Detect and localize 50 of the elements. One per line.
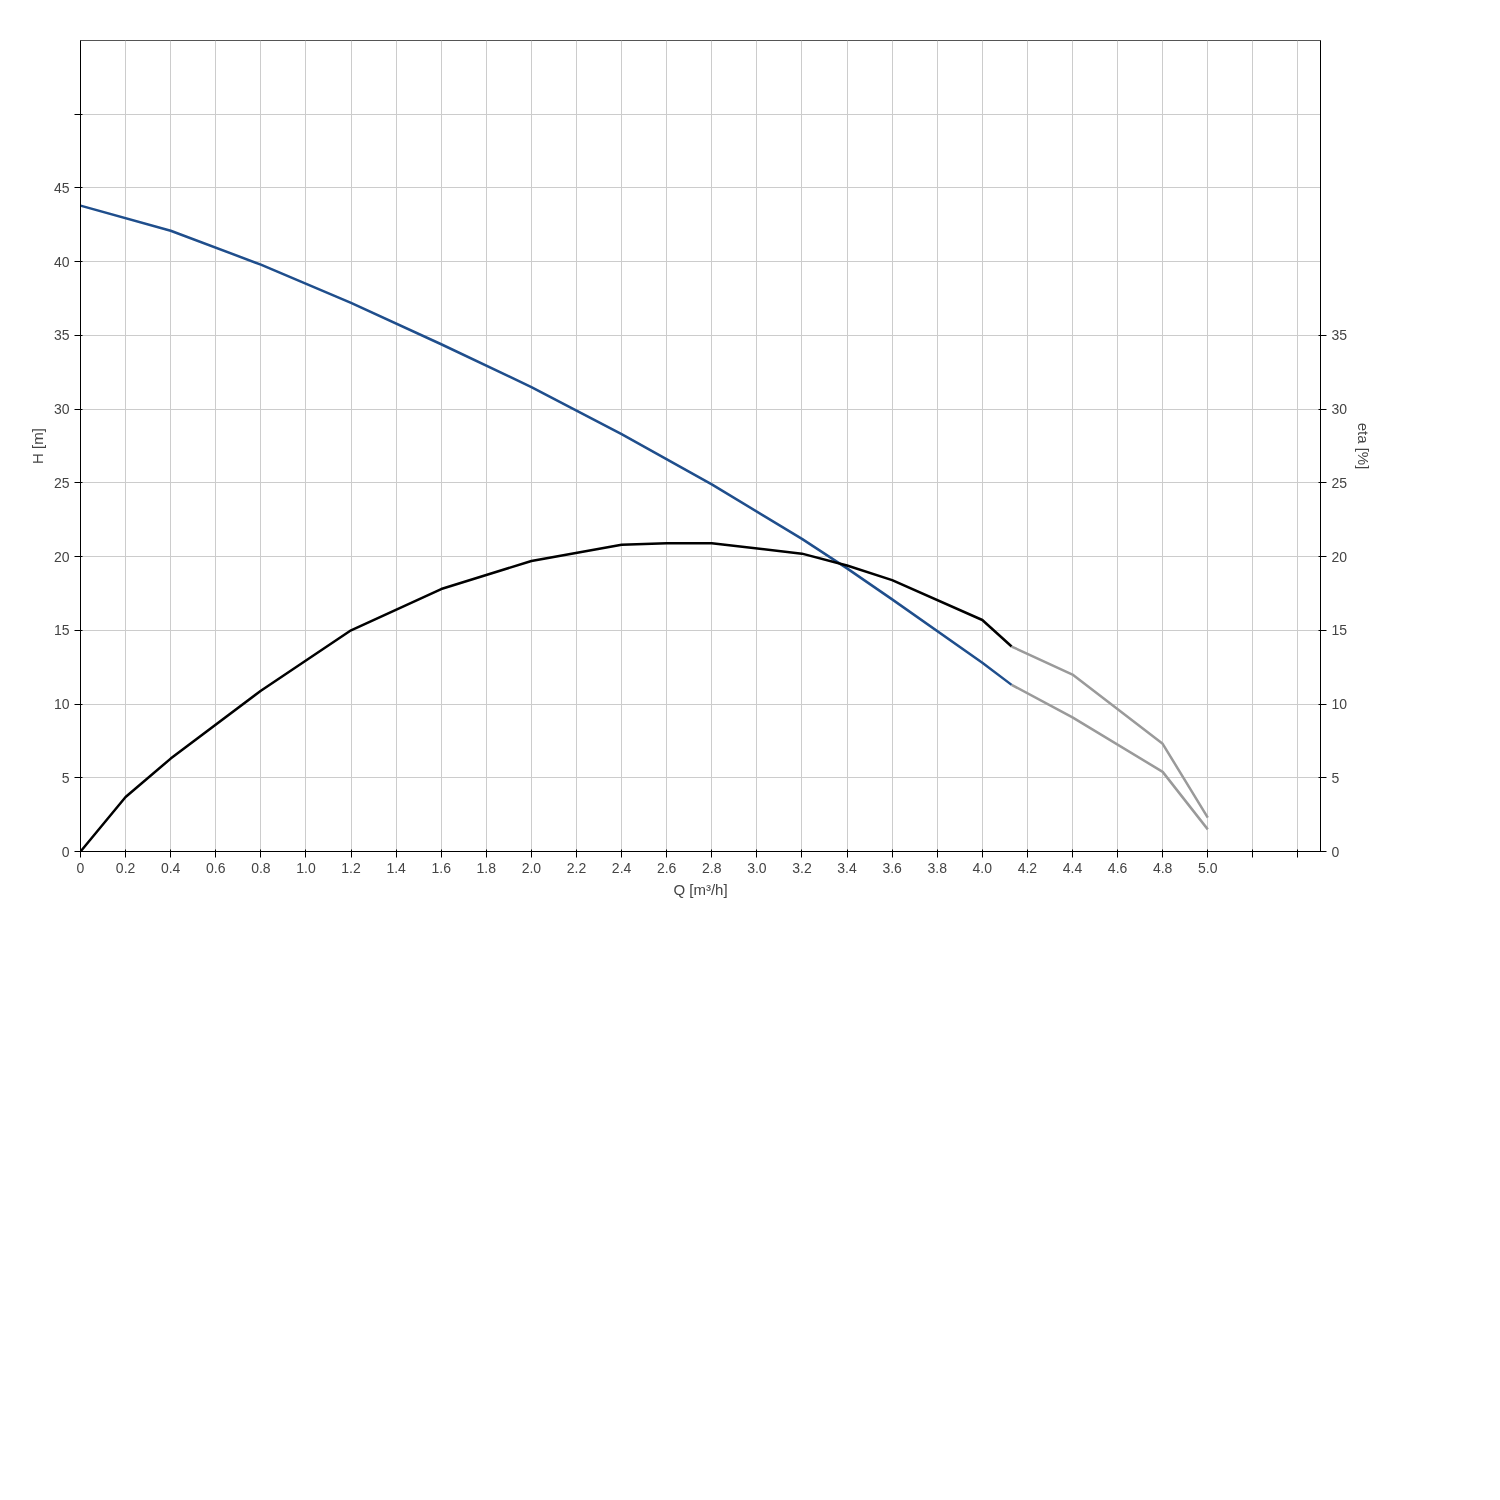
- y-tick-label: 5: [61, 769, 70, 786]
- y2-tick-label: 0: [1331, 843, 1340, 860]
- x-tick-label: 2.0: [521, 859, 542, 876]
- x-tick-label: 2.6: [656, 859, 677, 876]
- x-tick-label: 0.6: [206, 859, 226, 876]
- y2-tick-label: 30: [1331, 401, 1348, 418]
- x-tick-label: 2.8: [702, 859, 722, 876]
- y-tick-label: 35: [53, 327, 70, 344]
- y2-tick-label: 5: [1331, 769, 1340, 786]
- y-tick-label: 10: [53, 696, 70, 713]
- x-tick-label: 0.2: [115, 859, 136, 876]
- x-tick-label: 1.0: [296, 859, 316, 876]
- x-tick-label: 3.2: [792, 859, 812, 876]
- y-tick-label: 25: [53, 474, 70, 491]
- x-tick-label: 2.4: [611, 859, 632, 876]
- x-tick-label: 0.4: [160, 859, 181, 876]
- line-series: [1010, 683, 1210, 831]
- y2-tick-label: 15: [1331, 622, 1348, 639]
- y2-tick-label: 20: [1331, 548, 1348, 565]
- y2-tick-label: 25: [1331, 474, 1348, 491]
- y2-tick-label: 10: [1331, 696, 1348, 713]
- y2-axis-title: eta [%]: [1355, 422, 1373, 470]
- x-tick-label: 3.4: [837, 859, 857, 876]
- x-tick-label: 1.8: [476, 859, 497, 876]
- y-tick-label: 15: [53, 622, 70, 639]
- x-tick-label: 4.0: [972, 859, 993, 876]
- y-tick-label: 45: [53, 179, 70, 196]
- x-tick-label: 5.0: [1198, 859, 1218, 876]
- x-tick-label: 4.4: [1062, 859, 1083, 876]
- x-tick-label: 3.8: [927, 859, 948, 876]
- y2-tick-label: 35: [1331, 327, 1348, 344]
- line-series: [80, 204, 1013, 687]
- x-tick-label: 1.4: [386, 859, 407, 876]
- y-tick-label: 30: [53, 401, 70, 418]
- line-series: [1010, 645, 1210, 819]
- x-tick-label: 0: [76, 859, 85, 876]
- y-tick-label: 40: [53, 253, 70, 270]
- y-tick-label: 0: [61, 843, 70, 860]
- x-tick-label: 3.6: [882, 859, 903, 876]
- x-tick-label: 1.2: [341, 859, 361, 876]
- x-tick-label: 2.2: [566, 859, 587, 876]
- x-tick-label: 3.0: [747, 859, 767, 876]
- x-tick-label: 4.2: [1017, 859, 1038, 876]
- y-axis-title: H [m]: [28, 428, 46, 464]
- x-tick-label: 4.6: [1107, 859, 1128, 876]
- y-tick-label: 20: [53, 548, 70, 565]
- x-tick-label: 1.6: [431, 859, 452, 876]
- x-tick-label: 0.8: [251, 859, 271, 876]
- x-tick-label: 4.8: [1152, 859, 1173, 876]
- x-axis-title: Q [m³/h]: [673, 880, 728, 898]
